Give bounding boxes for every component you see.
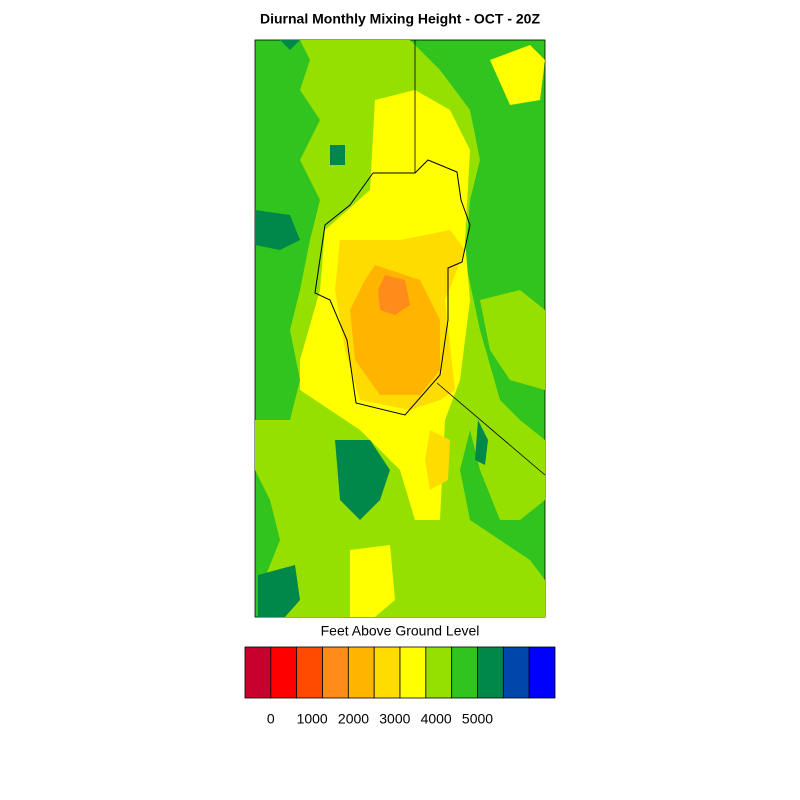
color-box <box>244 646 272 699</box>
title: Diurnal Monthly Mixing Height - OCT - 20… <box>260 11 540 27</box>
contour <box>475 420 488 465</box>
colorbar-tick-label: 5000 <box>462 711 493 727</box>
contour <box>480 290 545 390</box>
contour <box>378 275 410 315</box>
boundary <box>436 382 546 476</box>
color-box <box>451 646 478 699</box>
map <box>254 39 546 618</box>
contour <box>425 430 450 490</box>
contour <box>280 40 300 50</box>
colorbar-tick-label: 4000 <box>421 711 452 727</box>
colorbar-tick-label: 3000 <box>379 711 410 727</box>
color-box <box>477 646 504 699</box>
contour <box>255 210 300 250</box>
color-box <box>528 646 556 699</box>
color-box <box>399 646 427 699</box>
color-box <box>502 646 530 699</box>
color-box <box>270 646 298 699</box>
colorbar-label: Feet Above Ground Level <box>321 623 480 639</box>
contour <box>490 45 545 105</box>
color-box <box>425 646 453 699</box>
colorbar-tick-label: 1000 <box>297 711 328 727</box>
boundary <box>314 159 471 416</box>
contour <box>335 440 390 520</box>
contour <box>258 565 300 617</box>
contour <box>350 265 440 395</box>
colorbar-tick-label: 2000 <box>338 711 369 727</box>
color-box <box>296 646 323 699</box>
contour <box>350 545 395 617</box>
color-box <box>322 646 349 699</box>
color-box <box>347 646 375 699</box>
contour <box>330 145 345 165</box>
colorbar-tick-label: 0 <box>267 711 275 727</box>
colorbar: 0 1000 2000 3000 4000 5000 <box>244 646 556 727</box>
color-box <box>373 646 401 699</box>
